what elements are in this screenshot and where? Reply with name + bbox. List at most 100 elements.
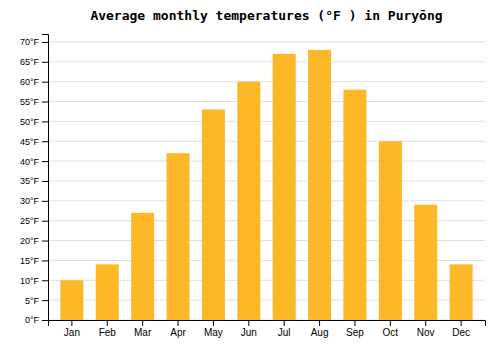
y-tick: 15°F (20, 256, 48, 266)
y-tick-mark (42, 62, 48, 63)
x-tick-mark (107, 320, 108, 326)
y-tick-mark (42, 141, 48, 142)
y-tick: 0°F (25, 315, 48, 325)
bar (202, 109, 225, 320)
grid-line (48, 81, 485, 82)
x-tick-label: Jan (64, 327, 80, 338)
x-tick-mark (319, 320, 320, 326)
y-tick: 10°F (20, 276, 48, 286)
y-tick-mark (42, 221, 48, 222)
y-axis-line (42, 35, 49, 321)
x-tick-mark (284, 320, 285, 326)
grid-line (48, 200, 485, 201)
x-tick: Sep (346, 320, 364, 338)
grid-line (48, 101, 485, 102)
plot: 0°F 5°F 10°F 15°F 20°F 25°F 30°F 35°F 40°F 45°F 50… (20, 35, 486, 339)
x-tick: Jan (64, 320, 80, 338)
x-tick: Nov (417, 320, 435, 338)
y-tick-label: 0°F (25, 315, 40, 325)
x-tick: Apr (170, 320, 186, 338)
x-tick: Dec (452, 320, 470, 338)
y-tick-label: 50°F (20, 117, 40, 127)
grid-line (48, 161, 485, 162)
bar (343, 90, 366, 320)
x-tick-mark (248, 320, 249, 326)
y-tick-mark (42, 42, 48, 43)
x-tick: Mar (134, 320, 152, 338)
x-tick-label: Oct (383, 327, 399, 338)
x-tick-label: Mar (134, 327, 152, 338)
bar (96, 264, 119, 320)
y-tick: 35°F (20, 176, 48, 186)
bar (308, 50, 331, 320)
y-tick-label: 20°F (20, 236, 40, 246)
y-tick-mark (42, 82, 48, 83)
y-tick: 25°F (20, 216, 48, 226)
y-tick-label: 60°F (20, 77, 40, 87)
bar (131, 213, 154, 320)
bar (379, 141, 402, 320)
y-tick-mark (42, 201, 48, 202)
y-tick: 40°F (20, 156, 48, 166)
y-tick: 30°F (20, 196, 48, 206)
x-tick-mark (178, 320, 179, 326)
y-tick-label: 15°F (20, 256, 40, 266)
x-tick: Oct (383, 320, 399, 338)
grid-line (48, 180, 485, 181)
y-tick-mark (42, 161, 48, 162)
bar (60, 280, 83, 320)
y-tick-mark (42, 260, 48, 261)
grid-line (48, 61, 485, 62)
bar (450, 264, 473, 320)
bar (273, 54, 296, 320)
y-tick-label: 70°F (20, 37, 40, 47)
x-tick-label: Feb (99, 327, 117, 338)
y-axis: 0°F 5°F 10°F 15°F 20°F 25°F 30°F 35°F 40°F 45°F 50… (20, 35, 49, 326)
x-tick-mark (354, 320, 355, 326)
x-tick-label: Jun (241, 327, 257, 338)
y-tick: 70°F (20, 37, 48, 47)
x-tick-mark (213, 320, 214, 326)
y-tick-mark (42, 280, 48, 281)
y-tick-label: 45°F (20, 137, 40, 147)
x-tick: May (204, 320, 223, 338)
grid (48, 42, 485, 320)
x-tick-label: Nov (417, 327, 435, 338)
y-tick: 50°F (20, 117, 48, 127)
x-tick: Aug (311, 320, 329, 338)
chart: 0°F 5°F 10°F 15°F 20°F 25°F 30°F 35°F 40°F 45°F 50… (0, 0, 500, 350)
y-tick-mark (42, 241, 48, 242)
x-axis-line (49, 321, 486, 327)
bar (167, 153, 190, 320)
grid-line (48, 121, 485, 122)
x-tick-mark (390, 320, 391, 326)
y-tick: 55°F (20, 97, 48, 107)
x-tick-label: Dec (452, 327, 470, 338)
x-tick-mark (461, 320, 462, 326)
x-tick-label: Jul (278, 327, 291, 338)
y-tick: 60°F (20, 77, 48, 87)
bars (60, 50, 472, 320)
y-tick-mark (42, 320, 48, 321)
y-tick-label: 30°F (20, 196, 40, 206)
y-tick-mark (42, 181, 48, 182)
y-tick-label: 35°F (20, 176, 40, 186)
title: Average monthly temperatures (°F ) in Pu… (90, 8, 442, 23)
x-tick-mark (71, 320, 72, 326)
x-axis: Jan Feb Mar Apr May Jun Jul Aug Sep Oct Nov Dec (49, 320, 486, 338)
y-tick-mark (42, 300, 48, 301)
y-tick-label: 40°F (20, 156, 40, 166)
x-tick-label: Aug (311, 327, 329, 338)
x-tick: Jul (278, 320, 291, 338)
x-tick: Feb (99, 320, 117, 338)
grid-line (48, 141, 485, 142)
x-tick-mark (142, 320, 143, 326)
bar (414, 205, 437, 320)
y-tick-label: 25°F (20, 216, 40, 226)
y-tick: 5°F (25, 296, 48, 306)
y-tick-label: 65°F (20, 57, 40, 67)
bar (237, 82, 260, 320)
x-tick-mark (425, 320, 426, 326)
y-tick-label: 10°F (20, 276, 40, 286)
x-tick-label: Sep (346, 327, 364, 338)
